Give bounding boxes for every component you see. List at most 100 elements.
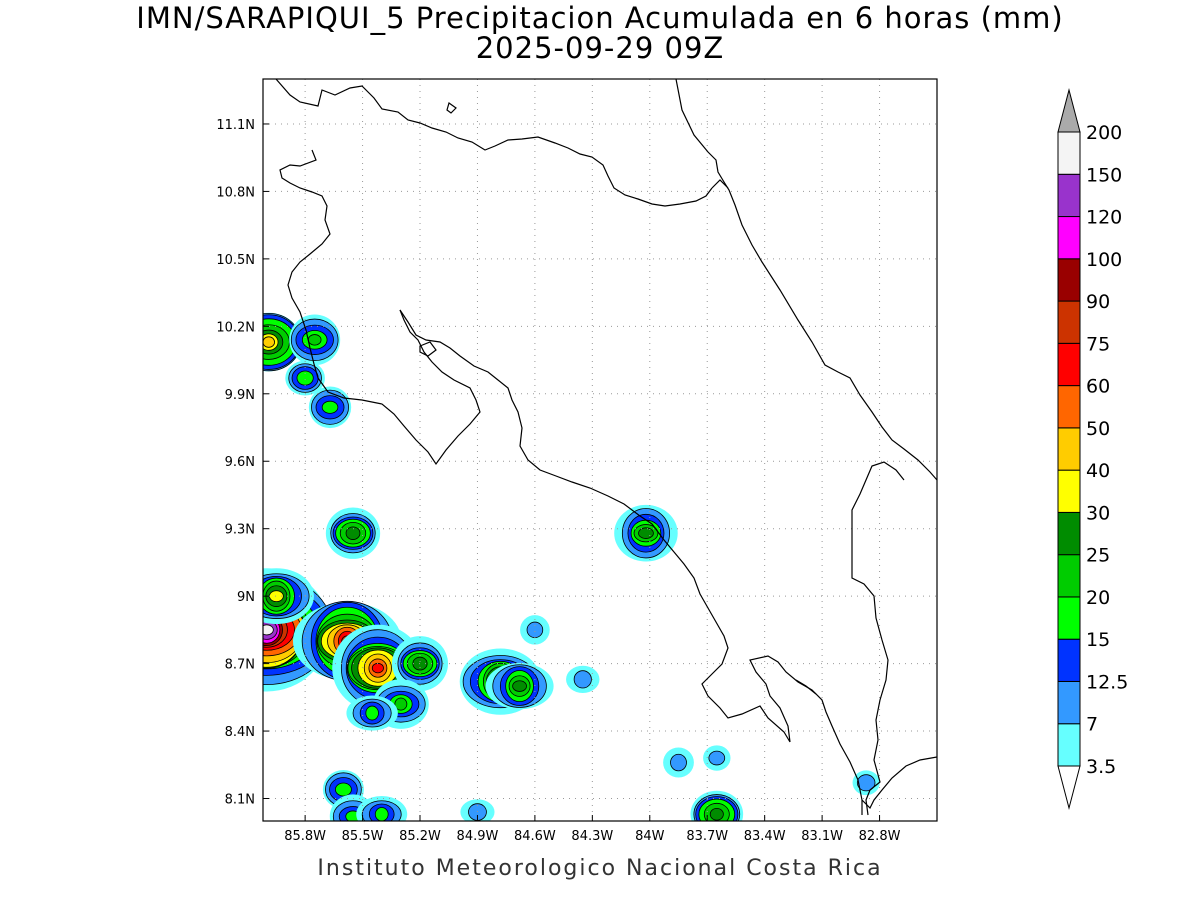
colorbar-label: 100 bbox=[1086, 249, 1122, 271]
gulf-of-nicoya bbox=[399, 309, 863, 815]
colorbar-label: 50 bbox=[1086, 418, 1110, 440]
y-tick-label: 9.9N bbox=[225, 388, 255, 403]
colorbar-swatch bbox=[1057, 511, 1081, 556]
rain-contour bbox=[263, 624, 274, 636]
x-tick-label: 84.6W bbox=[514, 829, 556, 844]
y-tick-label: 8.1N bbox=[225, 793, 255, 808]
colorbar-swatch bbox=[1057, 300, 1081, 344]
island bbox=[446, 102, 457, 114]
y-tick-label: 8.4N bbox=[225, 725, 255, 740]
x-tick-label: 84.3W bbox=[571, 829, 613, 844]
rain-cell bbox=[356, 796, 408, 821]
colorbar-label: 120 bbox=[1086, 207, 1122, 229]
footer-credit: Instituto Meteorologico Nacional Costa R… bbox=[317, 856, 883, 881]
colorbar-label: 15 bbox=[1086, 629, 1110, 651]
y-axis-ticks: 11.1N 10.8N 10.5N 10.2N 9.9N 9.6N 9.3N 9N 8.7N 8.… bbox=[216, 118, 269, 808]
coastline bbox=[275, 79, 937, 816]
colorbar: 3.5 7 12.5 15 20 25 30 40 50 60 75 90 100 120 150 200 bbox=[1057, 88, 1128, 810]
rain-contour bbox=[394, 697, 408, 711]
colorbar-swatch bbox=[1057, 427, 1081, 471]
precipitation-field bbox=[263, 312, 880, 821]
colorbar-swatch bbox=[1057, 469, 1081, 513]
rain-contour bbox=[345, 526, 361, 540]
rain-contour bbox=[365, 705, 379, 721]
colorbar-label: 30 bbox=[1086, 502, 1110, 524]
colorbar-label: 3.5 bbox=[1086, 756, 1116, 778]
rain-contour bbox=[412, 656, 428, 671]
colorbar-swatch bbox=[1057, 680, 1081, 725]
x-tick-label: 83.7W bbox=[686, 829, 728, 844]
x-tick-label: 85.5W bbox=[342, 829, 384, 844]
colorbar-label: 75 bbox=[1086, 333, 1110, 355]
rain-contour bbox=[371, 662, 384, 674]
rain-contour bbox=[374, 807, 389, 821]
x-tick-label: 84.9W bbox=[457, 829, 499, 844]
y-tick-label: 10.8N bbox=[216, 185, 255, 200]
colorbar-swatch bbox=[1057, 638, 1081, 682]
rain-contour bbox=[526, 621, 544, 639]
rain-contour bbox=[709, 807, 724, 821]
x-tick-label: 83.4W bbox=[744, 829, 786, 844]
rain-cell bbox=[690, 790, 744, 821]
rain-contour bbox=[856, 774, 876, 792]
rain-contour bbox=[263, 336, 275, 348]
burica-coast bbox=[861, 756, 937, 810]
y-tick-label: 9.3N bbox=[225, 523, 255, 538]
rain-cell bbox=[703, 745, 731, 771]
rain-cell bbox=[520, 615, 550, 645]
y-tick-label: 8.7N bbox=[225, 658, 255, 673]
colorbar-label: 20 bbox=[1086, 587, 1110, 609]
y-tick-label: 11.1N bbox=[216, 118, 255, 133]
river-mouth bbox=[711, 179, 729, 189]
map-title: IMN/SARAPIQUI_5 Precipitacion Acumulada … bbox=[136, 1, 1064, 35]
colorbar-label: 12.5 bbox=[1086, 671, 1128, 693]
rain-cell bbox=[263, 568, 314, 625]
colorbar-swatch bbox=[1057, 131, 1081, 175]
colorbar-swatch bbox=[1057, 258, 1081, 302]
colorbar-swatch bbox=[1057, 554, 1081, 598]
rain-contour bbox=[321, 400, 339, 414]
rain-cell bbox=[852, 770, 880, 796]
x-axis-ticks: 85.8W 85.5W 85.2W 84.9W 84.6W 84.3W 84W 83.7W 83… bbox=[284, 815, 901, 844]
colorbar-label: 150 bbox=[1086, 164, 1122, 186]
colorbar-swatch bbox=[1057, 385, 1081, 429]
colorbar-label: 7 bbox=[1086, 714, 1098, 736]
x-tick-label: 85.2W bbox=[399, 829, 441, 844]
rain-cell bbox=[392, 636, 449, 692]
rain-contour bbox=[708, 750, 726, 766]
rain-contour bbox=[573, 670, 592, 689]
rain-cell bbox=[289, 314, 341, 366]
x-tick-label: 84W bbox=[635, 829, 665, 844]
map-subtitle: 2025-09-29 09Z bbox=[475, 31, 725, 65]
rain-contour bbox=[638, 527, 654, 539]
colorbar-label: 90 bbox=[1086, 291, 1110, 313]
colorbar-swatch bbox=[1057, 723, 1081, 767]
san-lucas-island bbox=[419, 341, 437, 357]
colorbar-label: 40 bbox=[1086, 460, 1110, 482]
plot-frame bbox=[262, 78, 938, 822]
rain-cell bbox=[566, 665, 600, 693]
colorbar-swatch bbox=[1057, 342, 1081, 387]
panama-border bbox=[851, 461, 905, 816]
colorbar-label: 25 bbox=[1086, 545, 1110, 567]
rain-contour bbox=[512, 680, 527, 692]
rain-cell bbox=[485, 662, 554, 710]
rain-contour bbox=[670, 753, 687, 772]
rain-cell bbox=[346, 695, 398, 731]
lake-nicaragua-shore bbox=[275, 79, 713, 207]
pacific-coast-north bbox=[279, 149, 481, 466]
colorbar-lower-triangle bbox=[1057, 765, 1081, 810]
colorbar-label: 200 bbox=[1086, 122, 1122, 144]
colorbar-swatch bbox=[1057, 173, 1081, 218]
rain-cell bbox=[614, 504, 678, 562]
colorbar-swatch bbox=[1057, 596, 1081, 640]
grid-lines bbox=[263, 79, 937, 821]
y-tick-label: 9.6N bbox=[225, 455, 255, 470]
rain-cell bbox=[460, 799, 495, 821]
x-tick-label: 83.1W bbox=[801, 829, 843, 844]
y-tick-label: 10.5N bbox=[216, 253, 255, 268]
x-tick-label: 85.8W bbox=[284, 829, 326, 844]
rain-cell bbox=[663, 747, 694, 778]
rain-contour bbox=[334, 782, 352, 797]
x-tick-label: 82.8W bbox=[859, 829, 901, 844]
